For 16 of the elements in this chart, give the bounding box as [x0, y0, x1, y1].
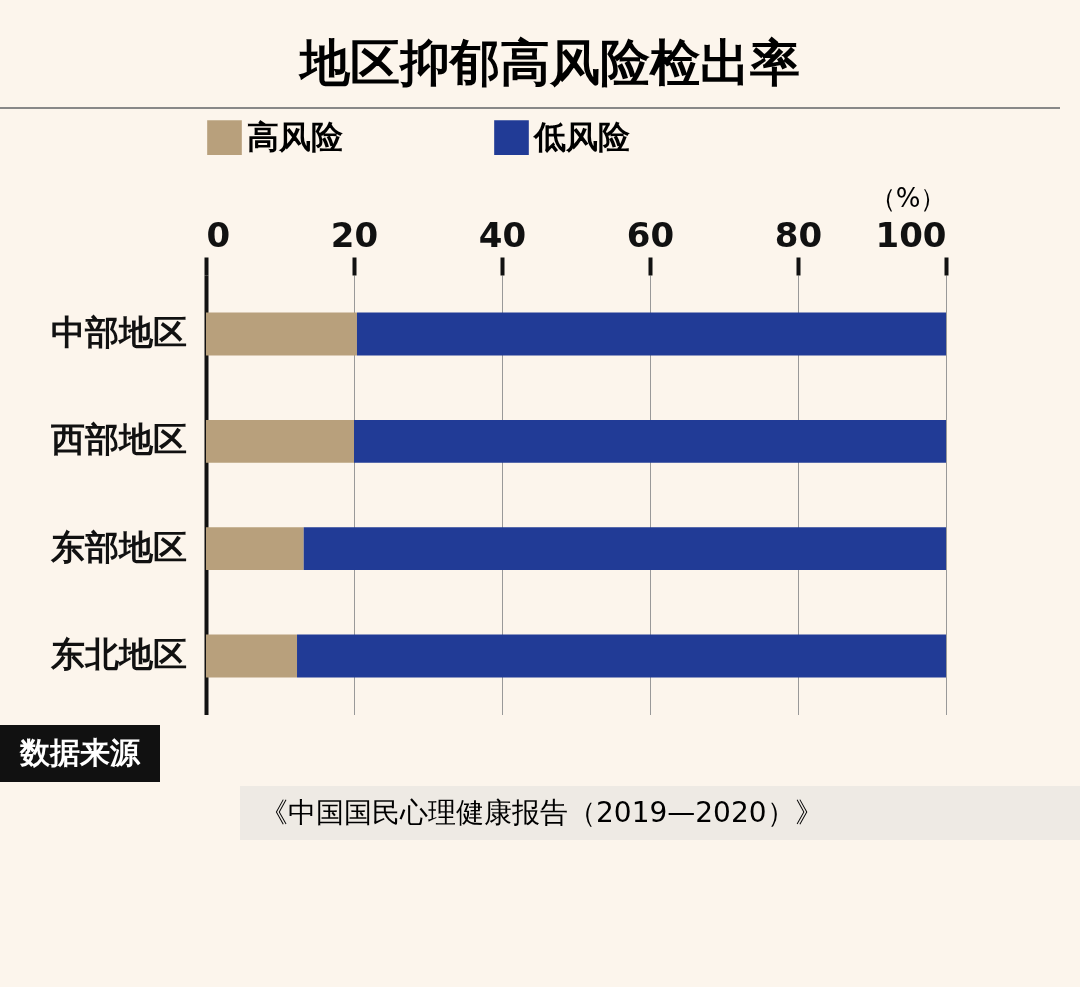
- text: 《中国国民心理健康报告（2019—2020）》: [240, 786, 1080, 840]
- y-tick-label: 西部地区: [49, 419, 187, 460]
- x-tick-label: 60: [626, 214, 675, 255]
- y-tick-label: 东北地区: [49, 633, 187, 674]
- chart-title: 地区抑郁高风险检出率: [0, 0, 1060, 109]
- x-tick-label: 40: [478, 214, 527, 255]
- x-axis-title: （%）: [869, 182, 947, 213]
- x-tick-label: 80: [774, 214, 823, 255]
- y-tick-label: 东部地区: [49, 526, 187, 567]
- x-tick-label: 20: [330, 214, 379, 255]
- legend-label: 低风险: [532, 117, 630, 156]
- y-tick-label: 中部地区: [50, 312, 187, 353]
- text: 数据来源: [0, 725, 160, 782]
- x-tick-label: 100: [875, 214, 947, 255]
- legend-label: 高风险: [247, 117, 343, 156]
- x-tick-label: 0: [206, 214, 231, 255]
